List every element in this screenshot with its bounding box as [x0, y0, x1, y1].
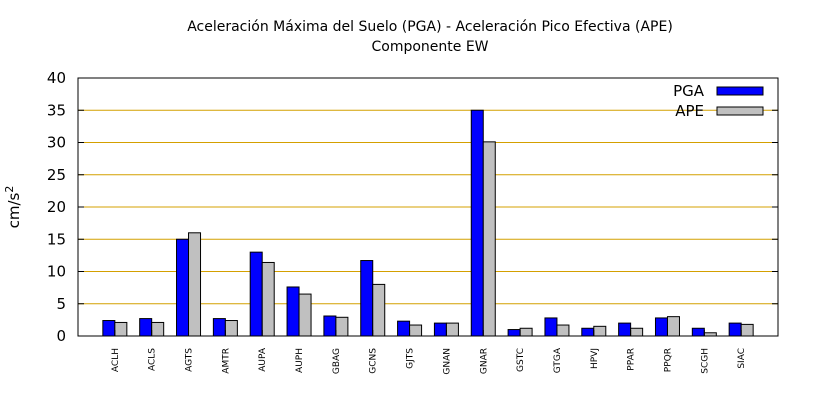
bar-ape-aupa [261, 261, 275, 337]
bar-ape-siac [740, 323, 754, 337]
bar-ape-amtr [224, 320, 238, 337]
legend: PGA APE [673, 82, 764, 120]
y-tick-label: 20 [47, 198, 66, 216]
x-axis-ticks: ACLH ACLS AGTS AMTR AUPA AUPH GBAG GCNS GJTS GNAN… [111, 330, 747, 375]
bar-pga-gstc [507, 329, 521, 337]
y-tick-label: 30 [47, 134, 66, 152]
x-tick-label: SCGH [700, 348, 710, 374]
x-tick-label: AUPA [258, 347, 268, 372]
x-tick-label: PPAR [627, 348, 637, 371]
bar-pga-aclh [102, 320, 116, 337]
bar-pga-ppar [618, 322, 632, 337]
x-tick-label: HPVJ [590, 348, 600, 369]
bar-ape-ppqr [666, 316, 680, 337]
bar-ape-gtga [556, 324, 570, 337]
bar-ape-hpvj [593, 325, 607, 337]
y-tick-label: 15 [47, 230, 66, 248]
bar-pga-agts [176, 238, 190, 337]
x-tick-label: GNAN [442, 348, 452, 375]
y-tick-label: 35 [47, 101, 66, 119]
bar-pga-hpvj [581, 327, 595, 337]
y-axis-ticks: 0 5 10 15 20 25 30 35 40 [47, 69, 778, 345]
y-tick-label: 25 [47, 166, 66, 184]
x-tick-label: GCNS [369, 348, 379, 374]
legend-label-pga: PGA [673, 82, 705, 100]
legend-swatch-ape [716, 106, 764, 116]
bar-ape-gbag [335, 316, 349, 337]
x-tick-label: GNAR [479, 348, 489, 374]
bar-pga-gnan [433, 322, 447, 337]
bar-ape-auph [298, 293, 312, 337]
bar-pga-gnar [470, 109, 484, 337]
bar-ape-acls [151, 321, 165, 337]
x-tick-label: PPQR [663, 348, 673, 372]
bar-pga-gbag [323, 315, 337, 337]
bar-pga-ppqr [654, 317, 668, 337]
bar-ape-gstc [519, 327, 533, 337]
bar-pga-gtga [544, 317, 558, 337]
bar-ape-agts [188, 232, 202, 337]
bar-ape-aclh [114, 321, 128, 337]
chart-title: Aceleración Máxima del Suelo (PGA) - Ace… [187, 19, 673, 35]
x-tick-label: ACLS [148, 348, 158, 371]
bar-pga-siac [728, 322, 742, 337]
bar-pga-scgh [691, 327, 705, 337]
bar-pga-amtr [212, 318, 226, 337]
chart-subtitle: Componente EW [371, 39, 488, 55]
bar-pga-gcns [360, 260, 374, 337]
bar-pga-gjts [397, 320, 411, 337]
x-tick-label: ACLH [111, 348, 121, 372]
x-tick-label: SIAC [737, 348, 747, 369]
x-tick-label: GTGA [553, 347, 563, 373]
x-tick-label: GSTC [516, 348, 526, 372]
legend-swatch-pga [716, 86, 764, 96]
bars [102, 109, 754, 337]
y-axis-label: cm/s2 [3, 186, 23, 229]
bar-ape-gcns [372, 283, 386, 337]
y-tick-label: 0 [56, 327, 66, 345]
bar-ape-gnan [445, 322, 459, 337]
bar-ape-gjts [409, 324, 423, 337]
x-tick-label: AUPH [295, 348, 305, 373]
bar-pga-aupa [249, 251, 263, 337]
x-tick-label: AGTS [185, 348, 195, 372]
y-tick-label: 5 [56, 295, 66, 313]
x-tick-label: AMTR [221, 348, 231, 374]
x-tick-label: GJTS [406, 348, 416, 369]
bar-ape-gnar [482, 141, 496, 337]
bar-pga-auph [286, 286, 300, 337]
x-tick-label: GBAG [332, 348, 342, 374]
bar-pga-acls [139, 318, 153, 337]
y-tick-label: 10 [47, 263, 66, 281]
bar-ape-ppar [630, 327, 644, 337]
legend-label-ape: APE [675, 102, 704, 120]
y-tick-label: 40 [47, 69, 66, 87]
y-axis-label-exponent: 2 [3, 186, 16, 193]
y-axis-label-base: cm/s [5, 192, 23, 228]
